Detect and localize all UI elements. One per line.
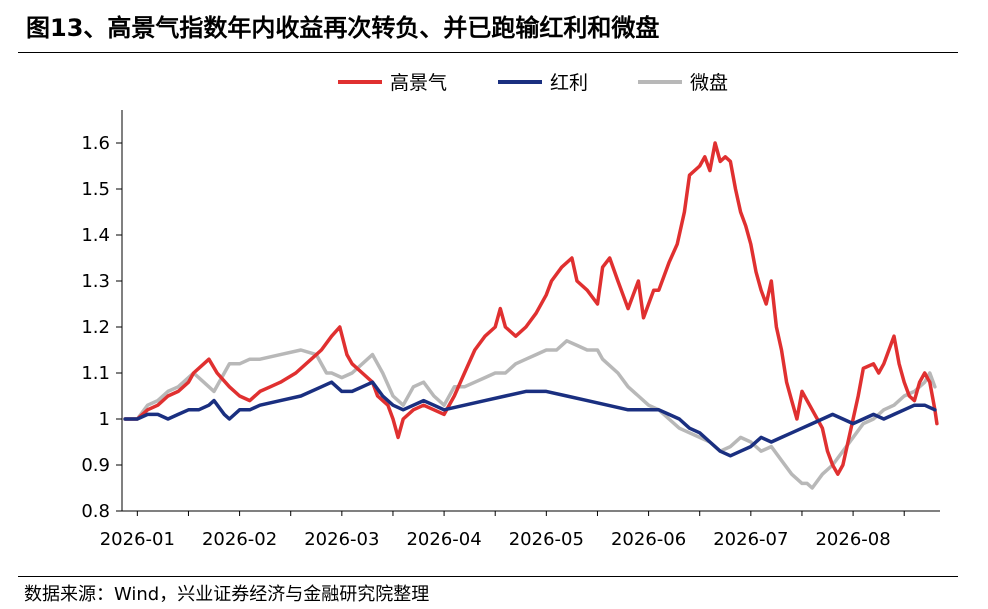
x-tick-label: 2026-01 bbox=[100, 529, 175, 550]
y-tick-label: 1.1 bbox=[81, 363, 110, 384]
x-tick-label: 2026-05 bbox=[509, 529, 584, 550]
y-axis: 0.8 0.9 1 1.1 1.2 1.3 1.4 1.5 1.6 bbox=[81, 110, 123, 522]
x-tick-label: 2026-07 bbox=[713, 529, 788, 550]
y-tick-label: 1.6 bbox=[81, 133, 110, 154]
x-tick-label: 2026-02 bbox=[202, 529, 277, 550]
source-note: 数据来源：Wind，兴业证券经济与金融研究院整理 bbox=[24, 584, 430, 605]
x-tick-label: 2026-06 bbox=[611, 529, 686, 550]
y-tick-label: 1.3 bbox=[81, 271, 110, 292]
y-tick-label: 1.4 bbox=[81, 225, 110, 246]
y-tick-label: 1.5 bbox=[81, 179, 110, 200]
legend-label: 红利 bbox=[550, 72, 588, 94]
y-tick-label: 0.8 bbox=[81, 501, 110, 522]
series-line bbox=[123, 380, 937, 458]
y-tick-label: 0.9 bbox=[81, 455, 110, 476]
y-tick-label: 1.2 bbox=[81, 317, 110, 338]
legend-label: 高景气 bbox=[390, 72, 447, 94]
x-axis: 2026-01 2026-02 2026-03 2026-04 2026-05 2026-… bbox=[100, 510, 940, 550]
title-rule bbox=[18, 52, 958, 53]
line-chart: 高景气 红利 微盘 0.8 0.9 1 1.1 1.2 1.3 1.4 1.5 1.6 2026-0… bbox=[81, 72, 940, 550]
y-tick-label: 1 bbox=[99, 409, 110, 430]
page-title: 图13、高景气指数年内收益再次转负、并已跑输红利和微盘 bbox=[26, 14, 660, 42]
legend-label: 微盘 bbox=[690, 72, 728, 94]
series-line bbox=[123, 339, 937, 490]
x-tick-label: 2026-08 bbox=[815, 529, 890, 550]
x-tick-label: 2026-04 bbox=[406, 529, 481, 550]
series-layer bbox=[123, 141, 939, 490]
legend: 高景气 红利 微盘 bbox=[338, 72, 728, 94]
x-tick-label: 2026-03 bbox=[304, 529, 379, 550]
series-line bbox=[123, 141, 939, 476]
source-rule bbox=[18, 576, 958, 577]
